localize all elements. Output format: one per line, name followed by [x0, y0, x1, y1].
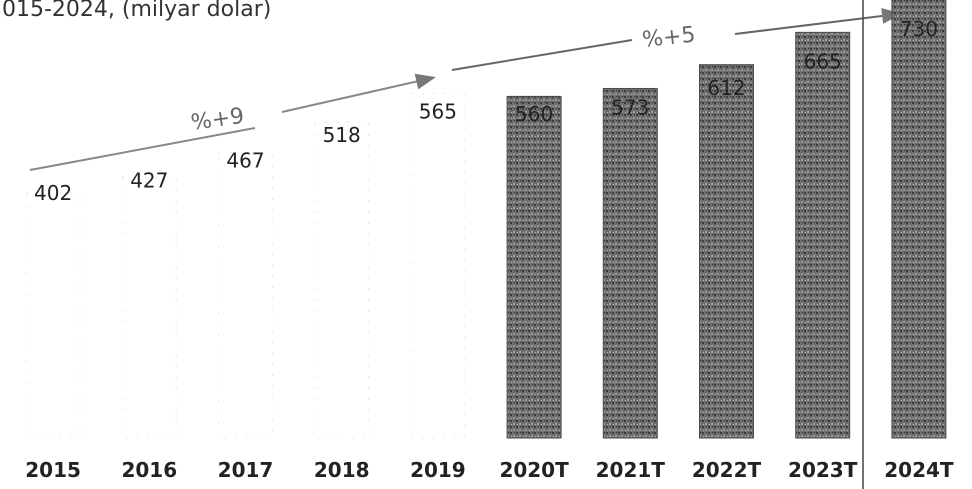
- value-label-2017: 467: [226, 149, 264, 173]
- value-label-2019: 565: [419, 100, 457, 124]
- bar-2017: [218, 152, 273, 439]
- value-label-2024t: 730: [900, 17, 938, 41]
- bar-2019: [410, 92, 466, 439]
- trend-lines: [29, 8, 902, 171]
- bar-2023t: [795, 31, 851, 439]
- bar-2024t: [891, 0, 947, 439]
- value-label-2021t: 573: [611, 96, 649, 120]
- bar-2022t: [699, 64, 754, 439]
- trend-segment-4: [734, 8, 902, 35]
- trend-segment-3: [451, 39, 633, 71]
- category-label-2023t: 2023T: [788, 458, 858, 482]
- bar-2018: [314, 121, 370, 439]
- category-labels: 2015 2016 2017 2018 2019 2020T 2021T 2022T 2023T…: [25, 458, 954, 482]
- category-label-2019: 2019: [410, 458, 466, 482]
- value-label-2020t: 560: [515, 102, 553, 126]
- category-label-2022t: 2022T: [692, 458, 762, 482]
- trend-segment-1: [29, 127, 256, 171]
- bar-2021t: [602, 87, 658, 439]
- category-label-2015: 2015: [25, 458, 81, 482]
- value-label-2022t: 612: [707, 76, 745, 100]
- value-labels: 402 427 467 518 565 560 573 612 665 730: [34, 17, 938, 205]
- value-label-2016: 427: [130, 169, 168, 193]
- growth-label-2: %+5: [641, 23, 697, 53]
- bar-2020t: [506, 95, 562, 439]
- value-label-2015: 402: [34, 181, 72, 205]
- chart-title: 2015-2024, (milyar dolar): [0, 0, 271, 22]
- category-label-2020t: 2020T: [499, 458, 569, 482]
- category-label-2016: 2016: [121, 458, 177, 482]
- trend-segment-2: [281, 73, 436, 113]
- category-label-2021t: 2021T: [596, 458, 666, 482]
- category-label-2018: 2018: [314, 458, 370, 482]
- category-label-2024t: 2024T: [884, 458, 954, 482]
- bars: [25, 0, 947, 439]
- bar-2016: [121, 177, 177, 439]
- bar-2015: [25, 192, 81, 439]
- category-label-2017: 2017: [218, 458, 274, 482]
- value-label-2023t: 665: [804, 50, 842, 74]
- value-label-2018: 518: [323, 123, 361, 147]
